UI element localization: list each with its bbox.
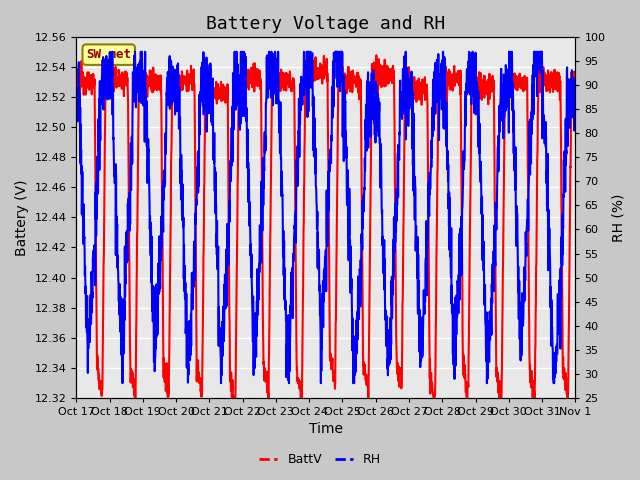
RH bbox=[212, 198, 220, 204]
Legend: BattV, RH: BattV, RH bbox=[253, 448, 387, 471]
RH bbox=[340, 117, 348, 123]
RH bbox=[572, 106, 579, 111]
Text: SW_met: SW_met bbox=[86, 48, 131, 61]
BattV bbox=[212, 84, 220, 90]
RH bbox=[118, 380, 126, 386]
Line: RH: RH bbox=[76, 52, 575, 383]
Y-axis label: Battery (V): Battery (V) bbox=[15, 179, 29, 256]
BattV bbox=[131, 395, 139, 400]
Line: BattV: BattV bbox=[76, 55, 575, 397]
BattV bbox=[471, 78, 479, 84]
RH bbox=[541, 119, 549, 125]
RH bbox=[351, 333, 359, 339]
BattV bbox=[340, 87, 348, 93]
BattV bbox=[541, 82, 549, 87]
Y-axis label: RH (%): RH (%) bbox=[611, 193, 625, 241]
X-axis label: Time: Time bbox=[309, 422, 343, 436]
RH bbox=[72, 96, 80, 102]
RH bbox=[109, 49, 116, 55]
RH bbox=[528, 108, 536, 114]
RH bbox=[471, 82, 479, 88]
BattV bbox=[528, 368, 536, 374]
Title: Battery Voltage and RH: Battery Voltage and RH bbox=[206, 15, 445, 33]
BattV bbox=[372, 52, 380, 58]
BattV bbox=[351, 77, 358, 83]
BattV bbox=[72, 79, 80, 84]
BattV bbox=[572, 80, 579, 85]
